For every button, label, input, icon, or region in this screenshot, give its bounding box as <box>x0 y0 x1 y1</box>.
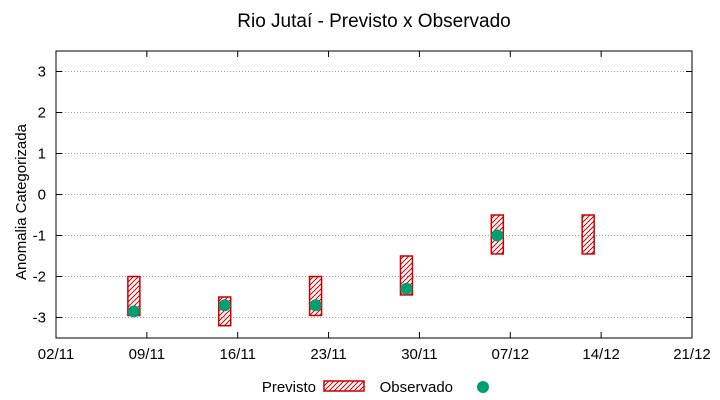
x-tick-label: 02/11 <box>38 346 74 363</box>
observado-point <box>400 282 413 295</box>
x-tick-label: 23/11 <box>310 346 346 363</box>
y-tick-label: 1 <box>38 146 46 163</box>
legend-swatch-previsto <box>323 380 365 392</box>
y-axis-title: Anomalia Categorizada <box>13 123 30 280</box>
x-tick-label: 09/11 <box>129 346 165 363</box>
y-tick-label: 2 <box>38 105 46 122</box>
y-tick-label: 0 <box>38 187 46 204</box>
y-tick-label: -2 <box>33 269 46 286</box>
x-tick-label: 07/12 <box>492 346 530 363</box>
observado-point <box>491 229 504 242</box>
legend: Previsto Observado <box>262 379 489 396</box>
chart-title: Rio Jutaí - Previsto x Observado <box>237 11 511 32</box>
axis-ticks: -3 -2 -1 0 1 2 3 02/11 09/11 16/11 23/11 30/11 07/12… <box>33 51 711 363</box>
observado-point <box>218 299 231 312</box>
grid-lines <box>56 71 692 318</box>
plot-marks <box>127 214 595 327</box>
observado-point <box>309 299 322 312</box>
x-tick-label: 16/11 <box>219 346 255 363</box>
legend-label-observado: Observado <box>380 379 453 396</box>
legend-marker-observado <box>477 381 489 393</box>
y-tick-label: -3 <box>33 310 46 327</box>
x-tick-label: 30/11 <box>401 346 437 363</box>
x-tick-label: 21/12 <box>673 346 711 363</box>
previsto-range-bar <box>581 214 595 255</box>
legend-label-previsto: Previsto <box>262 379 316 396</box>
x-tick-label: 14/12 <box>582 346 620 363</box>
y-tick-label: 3 <box>38 64 46 81</box>
y-tick-label: -1 <box>33 228 46 245</box>
observado-point <box>127 305 140 318</box>
